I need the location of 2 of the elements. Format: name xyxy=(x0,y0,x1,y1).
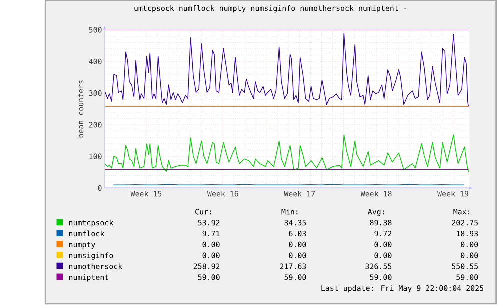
line-series xyxy=(104,33,470,108)
line-series xyxy=(104,134,470,173)
